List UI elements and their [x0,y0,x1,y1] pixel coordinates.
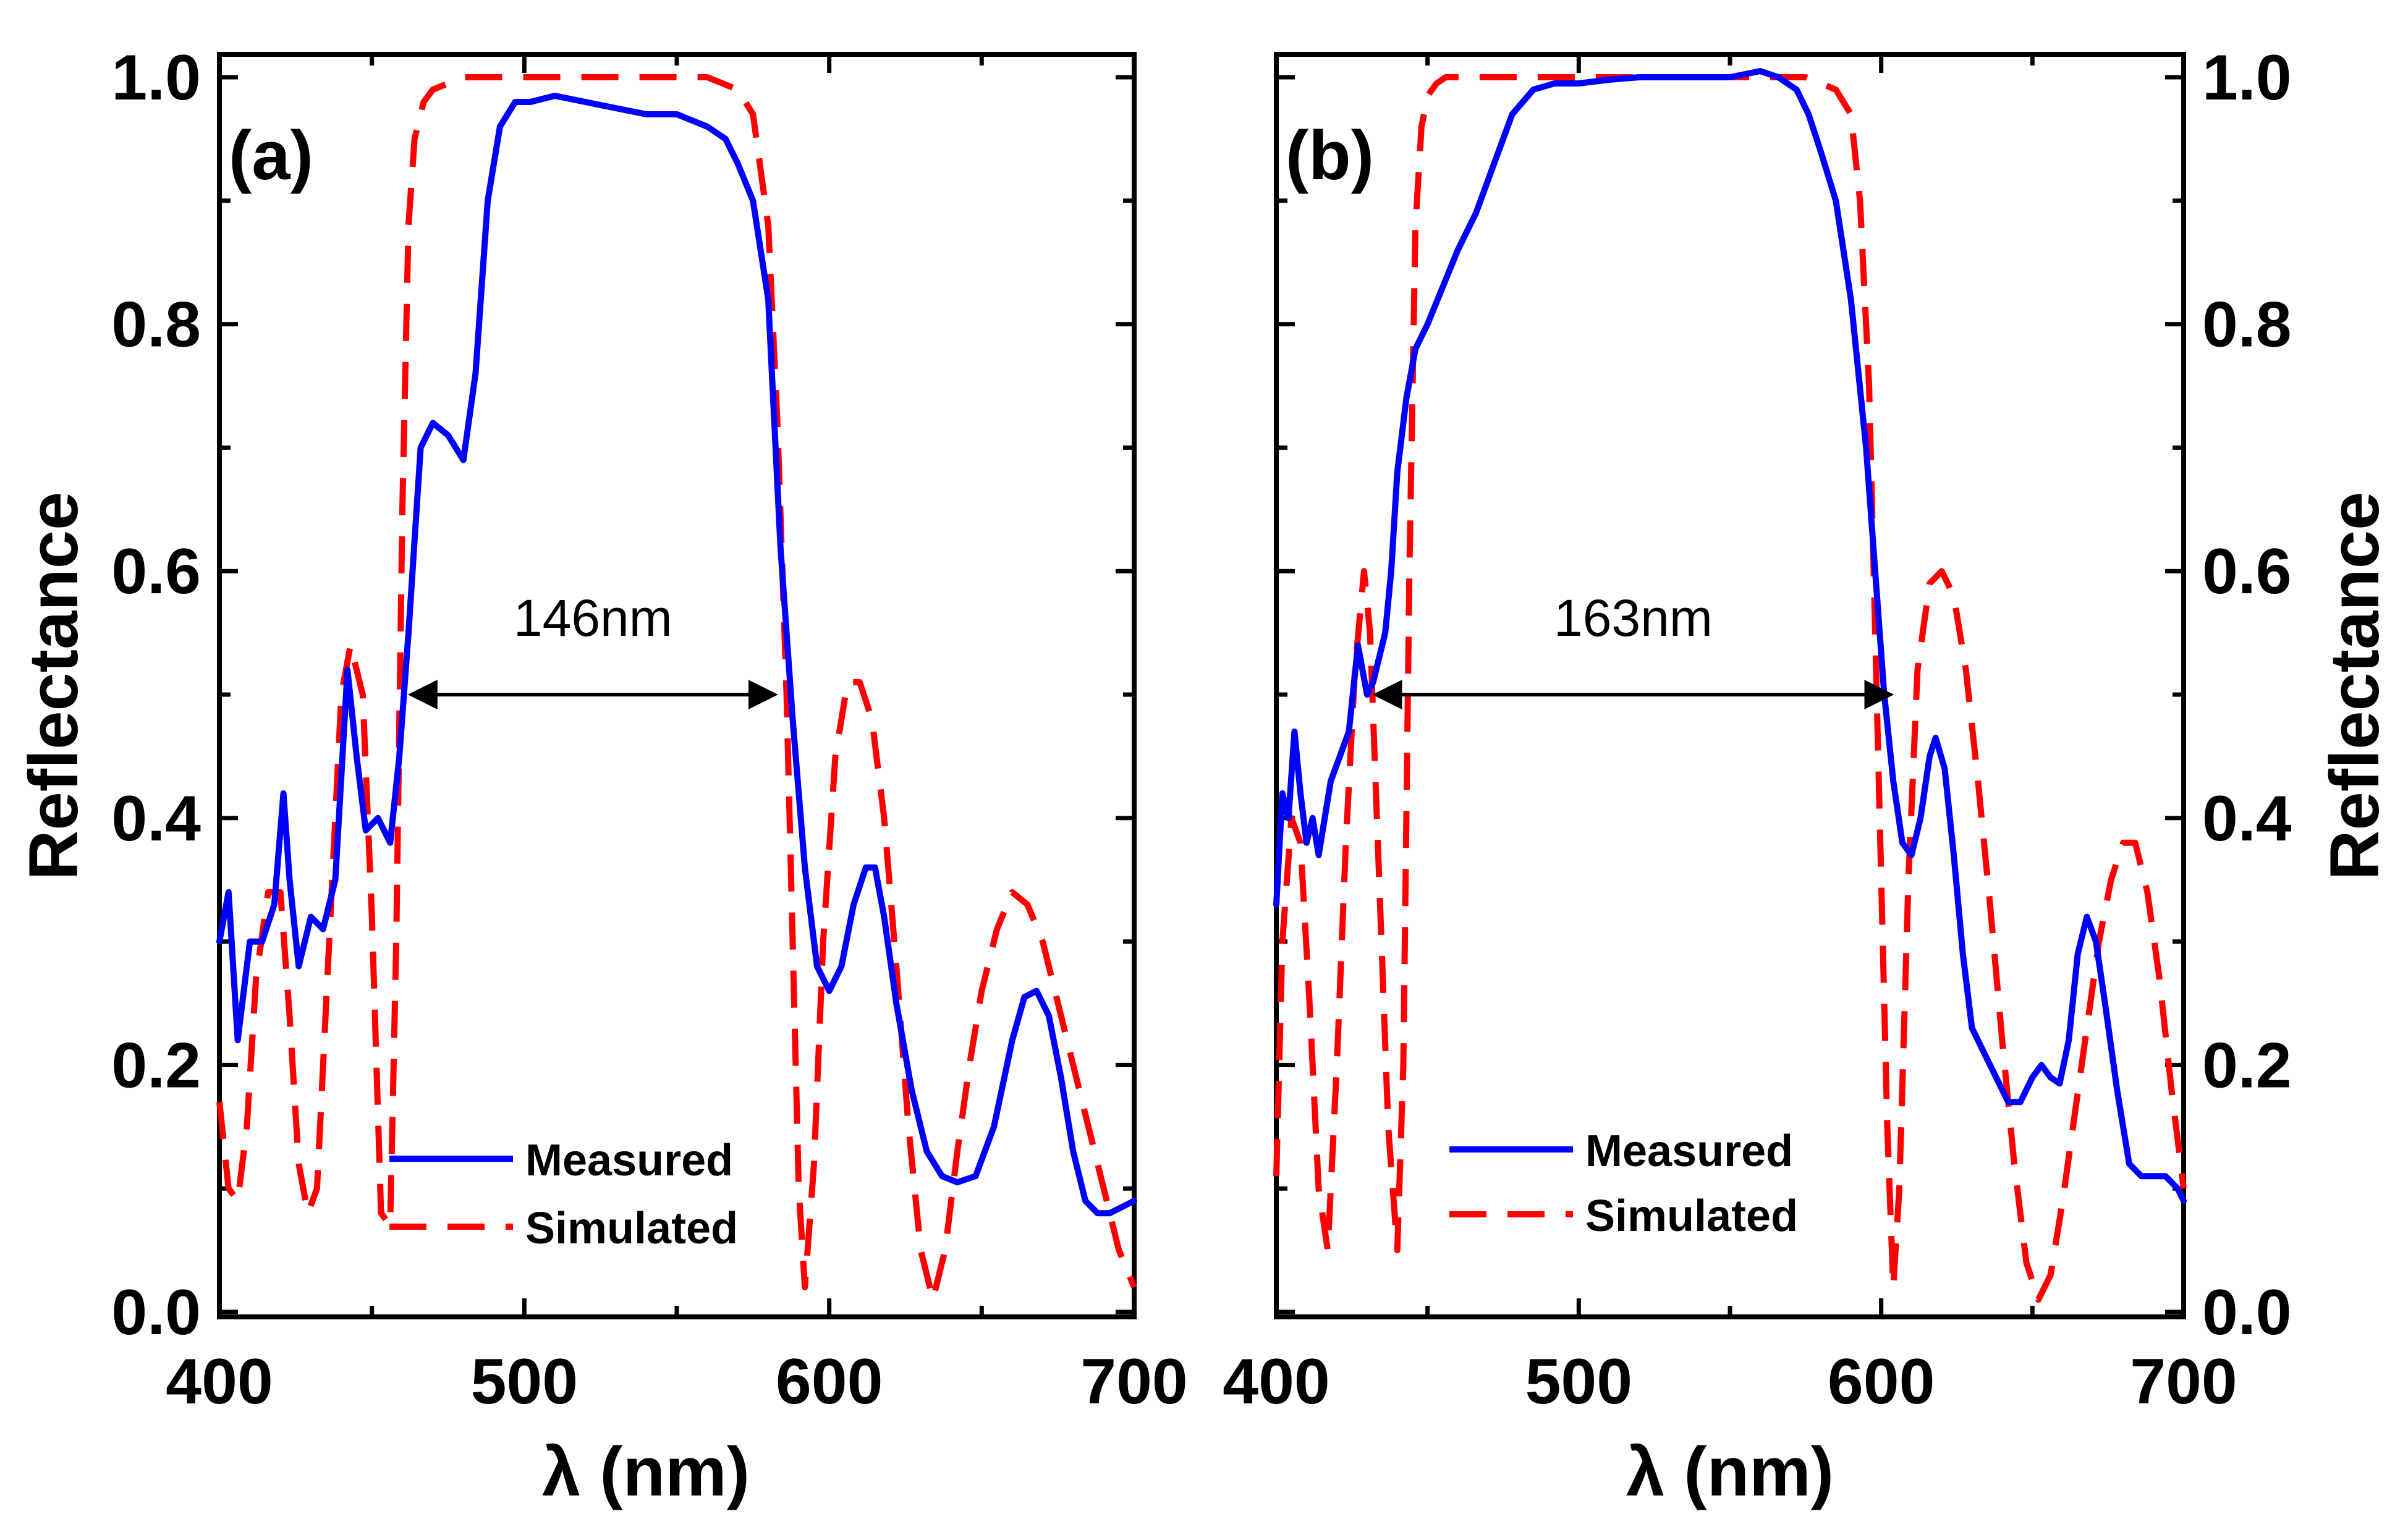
panel-label-a: (a) [229,117,313,194]
chart-panel-a: 400 500 600 700 0.0 0.2 0.4 0.6 0.8 1.0 146nm (a)… [15,42,1188,1510]
y-axis-title-b: Reflectance [2316,492,2393,881]
legend-label-simulated-a: Simulated [525,1204,738,1253]
x-axis-title-b: λ (nm) [1626,1433,1834,1510]
series-group-b [1273,68,2187,1303]
x-tick-label-b-400: 400 [1223,1346,1330,1418]
y-tick-label-a-0.8: 0.8 [111,289,201,361]
x-tick-label-b-600: 600 [1828,1346,1935,1418]
series-line-measured-b [1273,68,2187,1204]
y-tick-label-b-0.2: 0.2 [2202,1030,2292,1101]
legend-label-measured-a: Measured [525,1136,733,1185]
legend-b: Measured Simulated [1449,1127,1798,1241]
width-annotation-b: 163nm [1554,589,1713,647]
y-tick-label-b-0: 0.0 [2202,1277,2292,1348]
series-line-measured-a [216,93,1137,1217]
x-tick-label-b-500: 500 [1525,1346,1633,1418]
legend-label-measured-b: Measured [1585,1127,1793,1176]
x-tick-label-a-700: 700 [1080,1346,1188,1418]
y-tick-label-a-0: 0.0 [111,1277,201,1348]
ticks-a: 400 500 600 700 0.0 0.2 0.4 0.6 0.8 1.0 [111,42,1187,1418]
y-tick-label-a-0.2: 0.2 [111,1030,201,1101]
x-tick-label-b-700: 700 [2130,1346,2237,1418]
legend-a: Measured Simulated [389,1136,738,1253]
panel-label-b: (b) [1286,117,1374,194]
y-tick-label-b-0.8: 0.8 [2202,289,2292,361]
series-line-simulated-a [216,74,1137,1303]
y-tick-label-a-1: 1.0 [111,42,201,114]
y-tick-label-b-0.6: 0.6 [2202,536,2292,607]
y-tick-label-b-0.4: 0.4 [2202,783,2292,855]
x-tick-label-a-400: 400 [166,1346,273,1418]
legend-label-simulated-b: Simulated [1585,1191,1798,1241]
y-tick-label-b-1: 1.0 [2202,42,2292,114]
width-annotation-a: 146nm [514,589,672,647]
annotation-a: 146nm [407,589,778,709]
annotation-b: 163nm [1372,589,1894,709]
plot-frame-a [217,52,1137,1319]
series-line-simulated-b [1273,74,2187,1303]
x-axis-title-a: λ (nm) [542,1433,750,1510]
y-axis-title-a: Reflectance [15,492,92,881]
y-tick-label-a-0.4: 0.4 [111,783,201,855]
y-tick-label-a-0.6: 0.6 [111,536,201,607]
series-group-a [216,74,1137,1303]
x-tick-label-a-500: 500 [471,1346,579,1418]
x-tick-label-a-600: 600 [776,1346,883,1418]
